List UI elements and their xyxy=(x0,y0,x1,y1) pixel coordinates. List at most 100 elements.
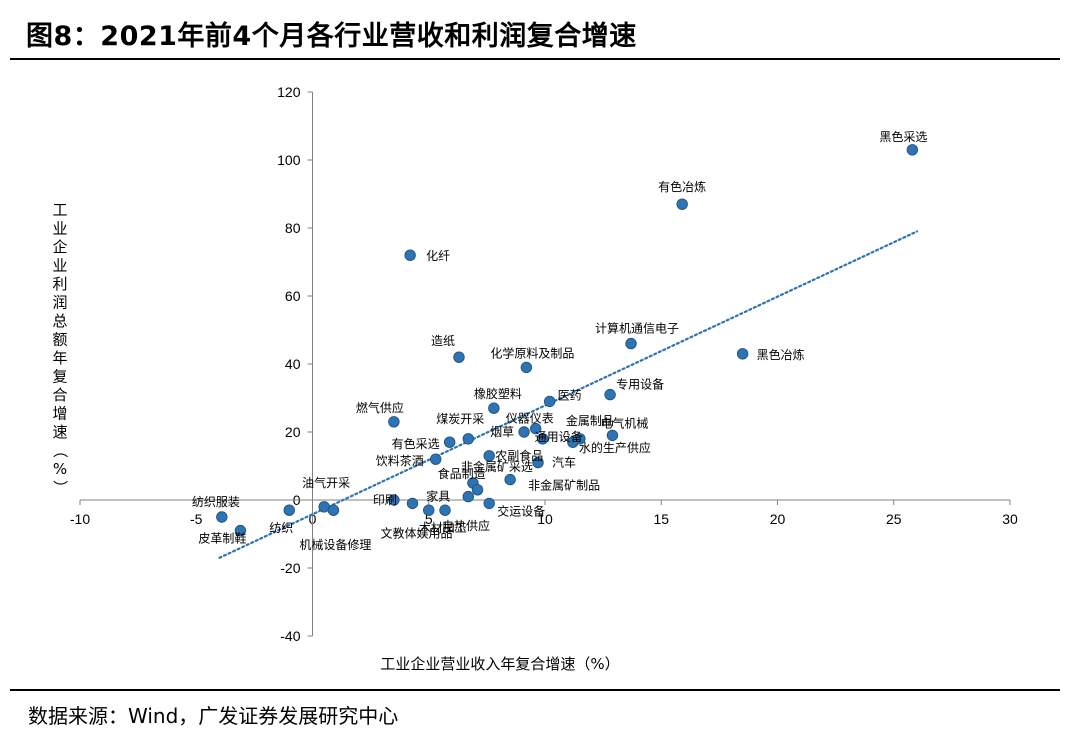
point-label: 机械设备修理 xyxy=(299,537,371,552)
data-point xyxy=(488,402,500,414)
point-label: 文教体娱用品 xyxy=(380,525,452,540)
point-label: 有色采选 xyxy=(392,437,440,451)
point-label: 非金属矿采选 xyxy=(461,459,533,474)
y-tick-label: 120 xyxy=(277,84,301,100)
y-axis-label-char: 额 xyxy=(52,331,67,349)
data-point xyxy=(439,504,451,516)
point-label: 医药 xyxy=(558,388,582,402)
y-axis-label-char: 业 xyxy=(52,257,67,275)
footer-divider xyxy=(10,689,1060,691)
y-axis-label-char: 年 xyxy=(52,349,67,367)
data-point xyxy=(606,429,619,442)
axes xyxy=(79,91,1011,637)
point-label: 木材加工 xyxy=(419,521,467,535)
x-tick-label: -10 xyxy=(70,511,90,527)
data-point xyxy=(676,198,688,210)
point-label: 皮革制鞋 xyxy=(198,531,246,546)
y-tick-label: -40 xyxy=(280,628,300,644)
data-point xyxy=(567,436,579,448)
data-point xyxy=(625,337,637,350)
data-point xyxy=(406,497,419,510)
y-axis-label-char: 速 xyxy=(52,423,67,441)
y-tick-label: 40 xyxy=(285,356,301,372)
y-axis-label-char: % xyxy=(53,460,67,478)
point-label: 油气开采 xyxy=(302,475,350,490)
x-axis-label: 工业企业营业收入年复合增速（%） xyxy=(380,655,619,673)
point-label: 纺织服装 xyxy=(192,495,240,509)
point-label: 家具 xyxy=(426,489,450,504)
data-point xyxy=(736,348,749,360)
data-point xyxy=(530,422,542,435)
x-tick-label: 15 xyxy=(653,511,669,527)
y-axis-label-char: 企 xyxy=(52,238,67,256)
point-label: 食品制造 xyxy=(438,466,486,481)
y-axis-label-char: 润 xyxy=(52,294,67,312)
point-label: 黑色冶炼 xyxy=(757,347,805,362)
point-label: 通用设备 xyxy=(535,430,583,444)
x-tick-label: 10 xyxy=(537,511,553,527)
point-label: 专用设备 xyxy=(616,377,664,392)
point-label: 非金属矿制品 xyxy=(528,478,600,493)
data-point xyxy=(234,524,247,537)
data-point xyxy=(518,426,530,438)
data-point xyxy=(430,453,442,465)
data-point xyxy=(536,433,549,445)
y-tick-label: 100 xyxy=(277,152,301,168)
point-label: 烟草 xyxy=(490,425,514,439)
data-point xyxy=(543,395,556,408)
point-label: 燃气供应 xyxy=(356,400,404,415)
point-label: 印刷 xyxy=(373,493,397,507)
point-label: 化学原料及制品 xyxy=(490,345,574,360)
data-point xyxy=(520,361,533,374)
y-axis-label-char: 工 xyxy=(52,201,67,219)
x-tick-label: 25 xyxy=(886,511,902,527)
data-point xyxy=(453,351,465,363)
y-axis-label-char: 复 xyxy=(52,368,67,386)
data-point xyxy=(604,388,616,401)
point-label: 计算机通信电子 xyxy=(595,321,679,336)
data-point xyxy=(423,504,435,516)
x-tick-label: 5 xyxy=(425,511,433,527)
y-axis-label-char: （ xyxy=(51,443,69,458)
y-axis-label-char: 业 xyxy=(52,220,67,238)
y-tick-label: 80 xyxy=(285,220,301,236)
data-point xyxy=(327,504,340,516)
data-point xyxy=(462,490,474,503)
point-label: 农副食品 xyxy=(495,448,543,463)
data-point xyxy=(483,450,495,462)
data-point xyxy=(443,436,456,448)
title-divider xyxy=(10,58,1060,60)
data-point xyxy=(471,484,484,496)
data-point xyxy=(462,433,474,445)
figure-title: 图8：2021年前4个月各行业营收和利润复合增速 xyxy=(26,21,637,52)
data-point xyxy=(532,456,544,469)
point-label: 化纤 xyxy=(426,249,450,263)
y-axis-label-char: ） xyxy=(51,480,69,495)
y-tick-label: 60 xyxy=(285,288,301,304)
data-point xyxy=(483,497,495,510)
point-label: 黑色采选 xyxy=(879,130,927,144)
y-axis-label-char: 增 xyxy=(52,405,67,423)
data-point xyxy=(404,249,416,261)
point-label: 橡胶塑料 xyxy=(474,386,522,401)
trendline-layer xyxy=(218,230,919,559)
point-label: 造纸 xyxy=(431,334,455,348)
x-tick-label: 20 xyxy=(770,511,786,527)
y-tick-label: -20 xyxy=(280,560,300,576)
y-axis-label-char: 合 xyxy=(52,386,67,404)
point-label: 交运设备 xyxy=(497,503,545,518)
y-tick-label: 20 xyxy=(285,424,301,440)
point-label: 饮料茶酒 xyxy=(376,453,424,468)
x-tick-label: -5 xyxy=(190,511,203,527)
point-label: 水的生产供应 xyxy=(579,440,651,455)
data-point xyxy=(216,511,228,523)
trendline xyxy=(218,230,919,559)
point-label: 金属制品 xyxy=(566,413,614,428)
point-label: 有色冶炼 xyxy=(658,179,706,194)
data-point xyxy=(283,504,295,516)
data-source: 数据来源：Wind，广发证券发展研究中心 xyxy=(28,704,399,728)
data-point xyxy=(906,144,919,156)
